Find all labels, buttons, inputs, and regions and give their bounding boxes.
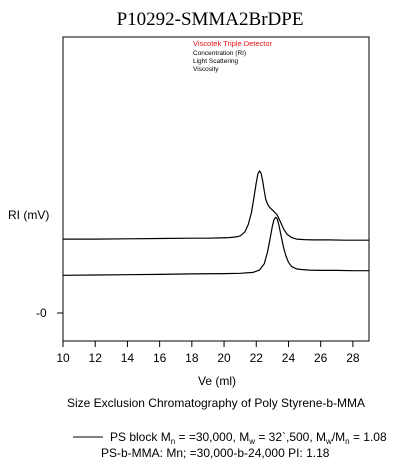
footer-mw-value: = 32`,500, M	[255, 430, 326, 444]
x-tick-label: 26	[314, 351, 328, 365]
y-axis-label: RI (mV)	[8, 208, 49, 222]
footer-pdi-value: = 1.08	[350, 430, 387, 444]
chart-title: P10292-SMMA2BrDPE	[117, 9, 304, 30]
x-tick-label: 24	[282, 351, 296, 365]
footer-pdi-w-sub: w	[325, 437, 332, 446]
chart-caption: Size Exclusion Chromatography of Poly St…	[67, 396, 365, 410]
footer-pdi-slash: /M	[332, 430, 345, 444]
x-tick-label: 28	[346, 351, 360, 365]
legend-entry-light-scattering: Light Scattering	[193, 58, 239, 65]
footer-mn-value: = =30,000, M	[175, 430, 249, 444]
x-axis-label: Ve (ml)	[198, 374, 236, 388]
x-axis: 10 12 14 16 18 20 22 24 26 28	[56, 341, 360, 365]
footer-pdi-n-sub: n	[345, 437, 349, 446]
series-layer	[62, 170, 369, 276]
footer-line-2: PS-b-MMA: Mn; =30,000-b-24,000 PI: 1.18	[101, 446, 330, 460]
x-tick-label: 12	[89, 351, 103, 365]
legend-entry-concentration: Concentration (RI)	[193, 50, 246, 57]
series-line-2	[62, 216, 369, 276]
x-tick-label: 18	[185, 351, 199, 365]
legend-title: Viscotek Triple Detector	[193, 39, 273, 48]
footer-line-1: PS block Mn = =30,000, Mw = 32`,500, Mw/…	[110, 430, 387, 446]
footer-ps-block-prefix: PS block M	[110, 430, 171, 444]
x-tick-label: 22	[250, 351, 264, 365]
x-tick-label: 14	[121, 351, 135, 365]
x-tick-label: 20	[217, 351, 231, 365]
footer-mw-sub: w	[248, 437, 255, 446]
footer-mn-sub: n	[171, 437, 175, 446]
plot-frame	[62, 36, 370, 342]
x-tick-label: 16	[153, 351, 167, 365]
legend-entry-viscosity: Viscosity	[193, 66, 219, 73]
series-line-1	[63, 170, 369, 241]
y-tick-label: -0	[36, 306, 47, 320]
x-tick-label: 10	[56, 351, 70, 365]
